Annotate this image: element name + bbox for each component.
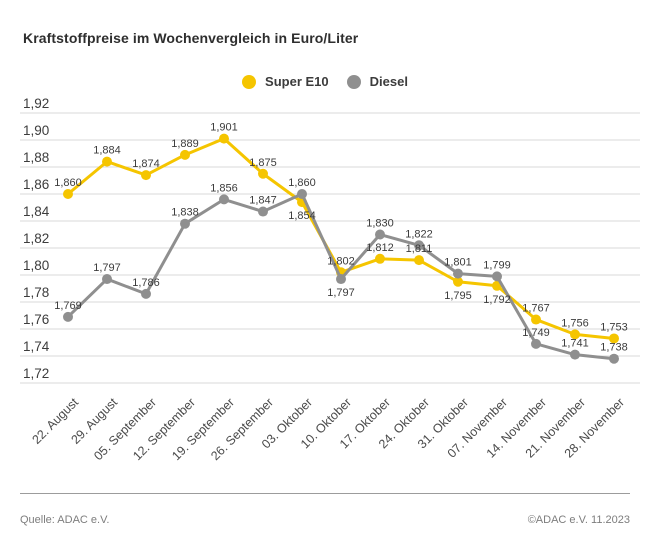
legend-label: Diesel <box>369 74 408 89</box>
data-point-super-e10 <box>219 133 229 144</box>
data-point-super-e10 <box>102 156 112 167</box>
data-point-diesel <box>336 274 346 285</box>
y-tick-label: 1,90 <box>23 123 49 138</box>
copyright-note: ©ADAC e.V. 11.2023 <box>527 514 630 526</box>
data-point-super-e10 <box>63 189 73 199</box>
data-point-diesel <box>63 311 73 322</box>
value-label: 1,838 <box>171 207 199 219</box>
value-label: 1,786 <box>132 277 160 289</box>
value-label: 1,830 <box>366 218 394 230</box>
value-label: 1,749 <box>522 327 550 339</box>
data-point-diesel <box>375 229 385 240</box>
data-point-diesel <box>258 206 268 217</box>
value-label: 1,795 <box>444 290 472 302</box>
value-label: 1,854 <box>288 210 316 222</box>
data-point-diesel <box>453 268 463 279</box>
super-e10-legend-marker-icon <box>242 74 257 89</box>
line-chart: 1,92 1,90 1,88 1,86 1,84 1,82 1,80 1,78 1,76 1,74… <box>20 96 640 463</box>
data-point-diesel <box>102 274 112 285</box>
footer: Quelle: ADAC e.V. ©ADAC e.V. 11.2023 <box>20 514 630 526</box>
diesel-legend-marker-icon <box>346 74 361 89</box>
source-note: Quelle: ADAC e.V. <box>20 514 110 526</box>
data-point-diesel <box>219 194 229 205</box>
y-tick-label: 1,84 <box>23 204 50 219</box>
value-label: 1,738 <box>600 342 628 354</box>
value-label: 1,767 <box>522 303 550 315</box>
value-label: 1,769 <box>54 300 82 312</box>
value-label: 1,799 <box>483 259 511 271</box>
value-label: 1,801 <box>444 257 472 269</box>
value-label: 1,811 <box>406 243 433 255</box>
data-point-diesel <box>531 338 541 349</box>
chart-title: Kraftstoffpreise im Wochenvergleich in E… <box>23 30 359 46</box>
y-tick-label: 1,80 <box>23 258 49 273</box>
value-label: 1,741 <box>561 338 589 350</box>
data-point-diesel <box>570 349 580 360</box>
data-point-diesel <box>180 218 190 229</box>
value-label: 1,797 <box>93 262 121 274</box>
value-label: 1,822 <box>405 228 433 240</box>
series-diesel <box>63 189 619 364</box>
data-point-super-e10 <box>531 314 541 325</box>
value-label: 1,860 <box>288 177 316 189</box>
value-label: 1,753 <box>600 321 628 333</box>
value-label: 1,901 <box>210 122 238 134</box>
data-point-diesel <box>414 240 424 251</box>
y-tick-label: 1,72 <box>23 366 49 381</box>
data-point-diesel <box>492 271 502 282</box>
value-labels-diesel: 1,769 1,797 1,786 1,838 1,856 1,847 1,860 1,797… <box>54 177 628 354</box>
value-label: 1,856 <box>210 182 238 194</box>
data-point-super-e10 <box>375 253 385 264</box>
value-labels-super-e10: 1,860 1,884 1,874 1,889 1,901 1,875 1,854 1,802… <box>54 122 628 334</box>
value-label: 1,812 <box>366 242 394 254</box>
value-label: 1,797 <box>327 287 355 299</box>
data-point-diesel <box>297 189 307 199</box>
series-super-e10 <box>63 133 619 344</box>
data-point-diesel <box>141 288 151 299</box>
data-point-super-e10 <box>570 329 580 340</box>
value-label: 1,884 <box>93 145 121 157</box>
y-tick-label: 1,76 <box>23 312 49 327</box>
value-label: 1,756 <box>561 317 589 329</box>
data-point-super-e10 <box>180 149 190 160</box>
legend-label: Super E10 <box>265 74 329 89</box>
y-tick-label: 1,82 <box>23 231 49 246</box>
value-label: 1,874 <box>132 158 160 170</box>
y-tick-label: 1,78 <box>23 285 49 300</box>
value-label: 1,860 <box>54 177 82 189</box>
data-point-super-e10 <box>609 333 619 344</box>
y-tick-label: 1,88 <box>23 150 49 165</box>
legend-item-super-e10: Super E10 <box>242 74 329 89</box>
data-point-super-e10 <box>141 170 151 181</box>
data-point-super-e10 <box>258 168 268 179</box>
y-tick-label: 1,74 <box>23 339 50 354</box>
y-tick-label: 1,92 <box>23 96 49 111</box>
footer-divider <box>20 493 630 494</box>
legend: Super E10 Diesel <box>0 74 650 89</box>
data-point-super-e10 <box>453 276 463 287</box>
value-label: 1,792 <box>483 294 511 306</box>
data-point-super-e10 <box>414 255 424 266</box>
y-grid: 1,92 1,90 1,88 1,86 1,84 1,82 1,80 1,78 1,76 1,74… <box>20 96 640 384</box>
value-label: 1,847 <box>249 195 277 207</box>
value-label: 1,875 <box>249 157 277 169</box>
value-label: 1,889 <box>171 138 199 150</box>
data-point-diesel <box>609 353 619 364</box>
legend-item-diesel: Diesel <box>346 74 408 89</box>
y-tick-label: 1,86 <box>23 177 49 192</box>
value-label: 1,802 <box>327 255 355 267</box>
